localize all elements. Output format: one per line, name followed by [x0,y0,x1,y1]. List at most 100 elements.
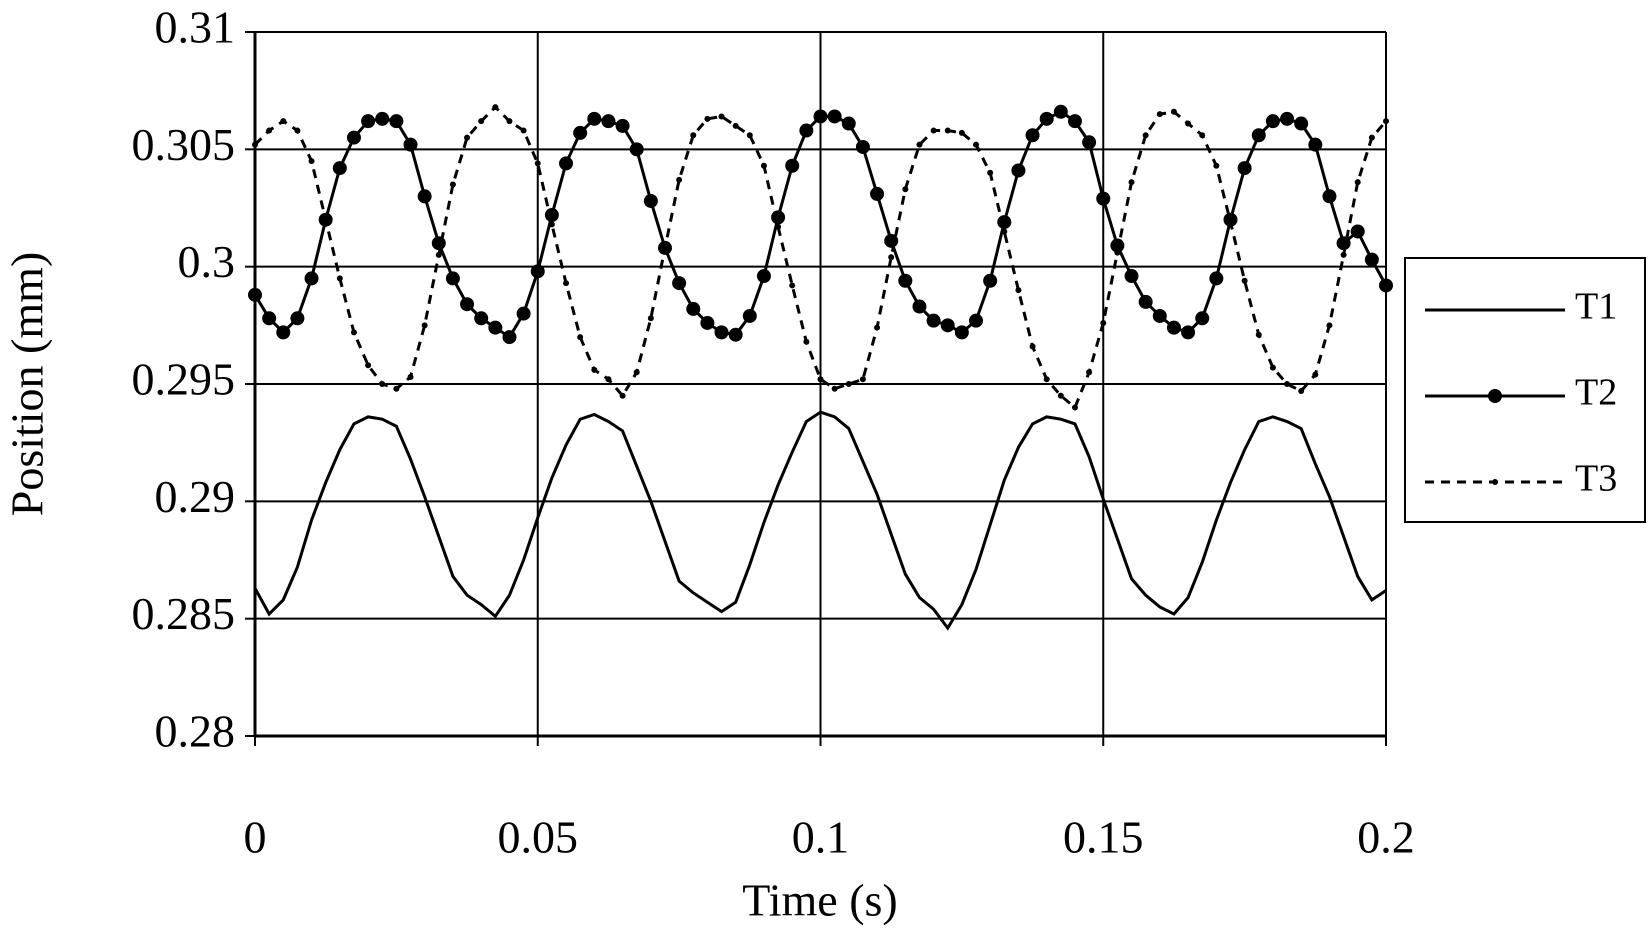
marker [775,223,782,230]
marker [898,273,913,288]
marker [1039,111,1054,126]
marker [661,244,668,251]
marker [1308,137,1323,152]
marker [912,299,927,314]
x-axis-title: Time (s) [742,875,898,926]
marker [389,114,404,129]
marker [1001,228,1008,235]
marker [619,392,626,399]
x-tick-label: 0.1 [792,812,850,863]
marker [1071,404,1078,411]
marker [417,189,432,204]
marker [1336,236,1351,251]
marker [332,161,347,176]
marker [874,324,881,331]
marker [403,137,418,152]
marker [1011,163,1026,178]
marker [1298,388,1305,395]
marker [672,276,687,291]
marker [1284,381,1291,387]
marker [1227,219,1234,226]
marker [902,186,909,193]
marker [520,127,527,134]
marker [813,109,828,124]
marker [252,141,258,148]
marker [294,127,301,134]
marker [633,369,640,376]
marker [365,362,372,369]
marker [760,162,767,169]
marker [276,325,291,340]
marker [1379,278,1393,293]
marker [983,273,998,288]
marker [944,127,951,134]
marker [445,271,460,286]
marker [1082,135,1097,150]
marker [1354,179,1361,186]
marker [930,127,937,134]
y-tick-label: 0.305 [132,119,236,170]
x-tick-label: 0.15 [1063,812,1144,863]
marker [1350,224,1365,239]
marker [859,376,866,383]
marker [676,176,683,183]
legend-marker [1488,389,1502,403]
marker [1029,343,1036,350]
marker [478,118,485,125]
marker [1067,114,1082,129]
marker [502,330,517,345]
marker [690,132,697,139]
marker [1128,179,1135,186]
legend-box [1404,257,1646,523]
marker [266,127,273,134]
marker [1170,108,1177,115]
marker [1138,294,1153,309]
marker [714,325,729,340]
marker [506,118,513,125]
y-axis-title: Position (mm) [2,252,53,517]
marker [1053,104,1068,119]
marker [1086,369,1093,376]
marker [1237,161,1252,176]
marker [785,158,800,173]
marker [954,325,969,340]
marker [940,318,955,333]
marker [587,111,602,126]
marker [647,315,654,322]
marker [464,134,471,141]
marker [1156,111,1163,118]
marker [1383,118,1389,125]
marker [1181,325,1196,340]
marker [789,282,796,289]
marker [1322,189,1337,204]
marker [1025,128,1040,143]
marker [591,366,598,373]
y-tick-label: 0.29 [155,471,236,522]
legend-marker [1492,479,1498,485]
marker [803,338,810,345]
marker [322,216,329,223]
x-tick-label: 0.05 [498,812,579,863]
marker [1043,376,1050,383]
marker [1124,269,1139,284]
marker [1364,252,1379,267]
marker [544,208,559,223]
marker [973,141,980,148]
legend-label: T1 [1575,286,1617,328]
marker [1100,319,1107,326]
marker [686,301,701,316]
marker [1166,320,1181,335]
marker [534,160,541,167]
marker [1340,251,1347,258]
marker [393,385,400,392]
marker [799,123,814,138]
marker [563,280,570,287]
marker [870,186,885,201]
marker [969,313,984,328]
x-tick-label: 0.2 [1357,812,1415,863]
marker [926,313,941,328]
marker [827,109,842,124]
marker [771,210,786,225]
marker [304,271,319,286]
marker [1241,277,1248,284]
